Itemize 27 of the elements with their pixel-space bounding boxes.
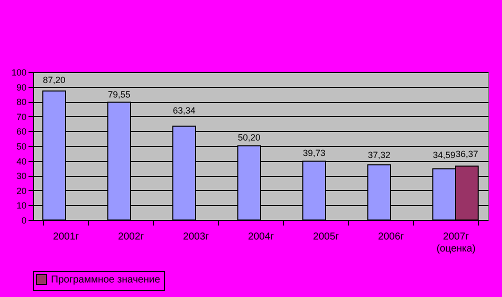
data-label: 63,34 — [172, 105, 196, 116]
y-tick-label: 10 — [16, 200, 26, 211]
x-tick-label: 2003г — [183, 232, 210, 242]
y-tick-label: 20 — [16, 186, 26, 196]
y-tick-label: 80 — [16, 97, 26, 108]
data-label: 39,73 — [302, 148, 326, 158]
y-tick-label: 100 — [11, 68, 26, 78]
x-tick-label: 2004г — [248, 232, 274, 242]
y-tick-label: 0 — [21, 216, 26, 226]
y-tick-label: 70 — [16, 112, 26, 122]
y-tick-label: 90 — [16, 82, 26, 92]
x-tick-label: 2007г (оценка) — [436, 232, 476, 254]
y-tick-label: 40 — [16, 156, 26, 166]
y-tick-label: 30 — [16, 171, 26, 182]
y-tick-label: 60 — [16, 126, 26, 137]
data-label: 34,59 — [432, 150, 456, 160]
x-tick-label: 2005г — [313, 232, 340, 242]
data-label: 50,20 — [238, 132, 260, 143]
x-tick-label: 2002г — [118, 232, 144, 242]
data-label: 37,32 — [368, 150, 390, 160]
data-label: 79,55 — [108, 89, 130, 100]
y-tick-label: 50 — [16, 142, 26, 152]
data-label: 36,37 — [456, 149, 478, 160]
x-tick-label: 2001г — [53, 232, 80, 242]
data-label: 87,20 — [42, 74, 66, 85]
x-tick-label: 2006г — [378, 232, 404, 242]
legend-label: Программное значение — [51, 274, 161, 286]
